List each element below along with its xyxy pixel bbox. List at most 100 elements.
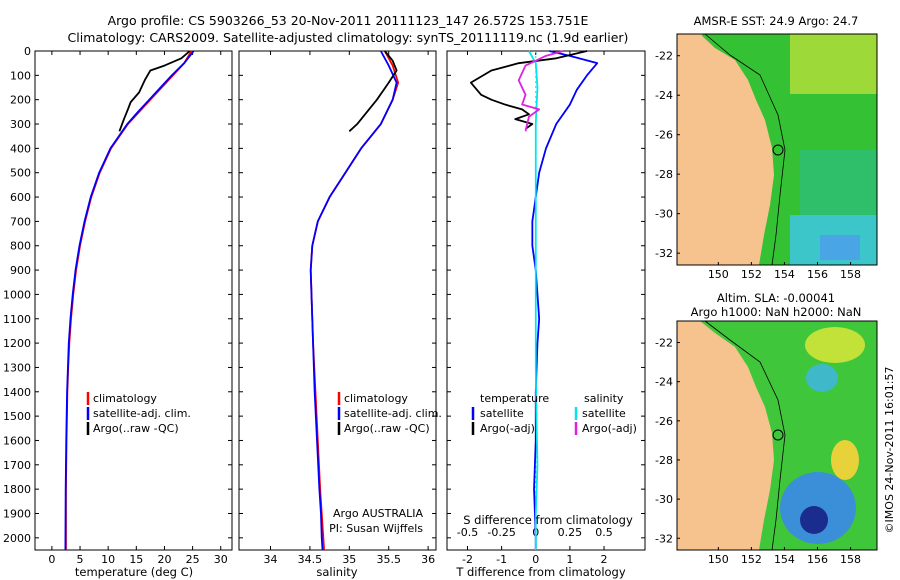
series-line-argo-raw-qc- <box>348 50 398 132</box>
series-line-temperature-satellite <box>531 50 599 550</box>
legend-label-satellite: satellite-adj. clim. <box>93 407 191 420</box>
x-tick-label: 34 <box>264 553 278 566</box>
temperature-x-label: temperature (deg C) <box>75 565 193 579</box>
y-tick-label: 1900 <box>3 507 31 520</box>
map-y-tick-label: -26 <box>655 129 673 142</box>
x-tick-label: 10 <box>101 553 115 566</box>
legend-title-temperature: temperature <box>480 392 549 405</box>
x-tick-label: 0 <box>532 553 539 566</box>
map-y-tick-label: -28 <box>655 168 673 181</box>
map-y-tick-label: -30 <box>655 493 673 506</box>
sla-depth-contour <box>704 320 786 551</box>
series-line-salinity-satellite <box>528 50 539 550</box>
figure-title-line1: Argo profile: CS 5903266_53 20-Nov-2011 … <box>108 13 589 28</box>
sst-map-title: AMSR-E SST: 24.9 Argo: 24.7 <box>694 14 859 28</box>
x-tick-top-label: -0.25 <box>487 526 515 539</box>
y-tick-label: 1500 <box>3 410 31 423</box>
map-x-tick-label: 156 <box>807 268 828 281</box>
x-tick-label: 35.5 <box>376 553 401 566</box>
y-tick-label: 1300 <box>3 361 31 374</box>
y-tick-label: 1700 <box>3 459 31 472</box>
x-tick-label: 36 <box>421 553 435 566</box>
map-y-tick-label: -24 <box>655 89 673 102</box>
map-y-tick-label: -28 <box>655 454 673 467</box>
legend-label-argo: Argo(..raw -QC) <box>344 422 430 435</box>
x-tick-top-label: -0.5 <box>457 526 478 539</box>
map-x-tick-label: 150 <box>708 268 729 281</box>
legend-label-climatology: climatology <box>93 392 157 405</box>
x-tick-top-label: 0.25 <box>558 526 583 539</box>
y-tick-label: 200 <box>10 94 31 107</box>
legend-label-climatology: climatology <box>344 392 408 405</box>
map-x-tick-label: 154 <box>774 553 795 566</box>
map-x-tick-label: 154 <box>774 268 795 281</box>
difference-legend: temperature salinity satellite Argo(-adj… <box>471 392 637 435</box>
sla-high-patch-2 <box>831 440 859 480</box>
salinity-footnote-pi: PI: Susan Wijffels <box>329 522 423 535</box>
sla-map <box>676 320 878 551</box>
salinity-legend: climatology satellite-adj. clim. Argo(..… <box>329 392 442 535</box>
map-y-tick-label: -32 <box>655 532 673 545</box>
map-x-tick-label: 152 <box>741 553 762 566</box>
map-x-tick-label: 158 <box>840 553 861 566</box>
salinity-x-label: salinity <box>316 565 357 579</box>
y-tick-label: 500 <box>10 167 31 180</box>
y-tick-label: 800 <box>10 240 31 253</box>
y-tick-label: 600 <box>10 191 31 204</box>
sla-eddy-core <box>800 506 828 534</box>
y-tick-label: 0 <box>24 45 31 58</box>
map-x-tick-label: 152 <box>741 268 762 281</box>
series-line-argo-raw-qc- <box>118 50 191 132</box>
y-tick-label: 1400 <box>3 386 31 399</box>
diff-x-label-top: S difference from climatology <box>463 513 633 527</box>
map-y-tick-label: -32 <box>655 247 673 260</box>
copyright-credit: ©IMOS 24-Nov-2011 16:01:57 <box>883 367 896 534</box>
series-line-salinity-argo-adj- <box>517 50 564 132</box>
x-tick-label: 5 <box>77 553 84 566</box>
map-y-tick-label: -26 <box>655 415 673 428</box>
x-tick-label: 0 <box>48 553 55 566</box>
map-x-tick-label: 150 <box>708 553 729 566</box>
sst-map <box>676 33 878 266</box>
sla-high-patch <box>805 327 865 363</box>
y-tick-label: 1800 <box>3 483 31 496</box>
map-x-tick-label: 158 <box>840 268 861 281</box>
plot-frame <box>446 50 646 551</box>
x-tick-label: -2 <box>462 553 473 566</box>
temperature-panel: 0 5 10 15 20 25 300100200300400500600700800900… <box>3 45 233 566</box>
x-tick-label: 20 <box>157 553 171 566</box>
sst-land <box>677 34 774 265</box>
legend-label-argo: Argo(..raw -QC) <box>93 422 179 435</box>
series-line-climatology <box>65 50 193 550</box>
sla-low-patch <box>806 364 838 392</box>
legend-label-satellite: satellite-adj. clim. <box>344 407 442 420</box>
map-y-tick-label: -22 <box>655 50 673 63</box>
sla-map-frame <box>676 320 878 551</box>
legend-label-s-argo: Argo(-adj) <box>582 422 637 435</box>
sst-map-frame <box>676 33 878 266</box>
legend-label-t-satellite: satellite <box>480 407 524 420</box>
map-y-tick-label: -24 <box>655 376 673 389</box>
y-tick-label: 700 <box>10 215 31 228</box>
x-tick-label: 25 <box>186 553 200 566</box>
legend-label-t-argo: Argo(-adj) <box>480 422 535 435</box>
figure-title-line2: Climatology: CARS2009. Satellite-adjuste… <box>68 30 629 45</box>
sla-map-title-line1: Altim. SLA: -0.00041 <box>717 291 835 305</box>
x-tick-label: 34.5 <box>298 553 323 566</box>
sla-map-title-line2: Argo h1000: NaN h2000: NaN <box>691 305 862 319</box>
temperature-legend: climatology satellite-adj. clim. Argo(..… <box>86 392 191 435</box>
x-tick-label: -1 <box>496 553 507 566</box>
sst-warm-patch <box>790 34 877 94</box>
map-y-tick-label: -30 <box>655 208 673 221</box>
sst-argo-marker <box>772 144 784 156</box>
legend-title-salinity: salinity <box>584 392 624 405</box>
map-x-tick-label: 156 <box>807 553 828 566</box>
sla-argo-marker <box>772 429 784 441</box>
y-tick-label: 300 <box>10 118 31 131</box>
map-y-tick-label: -22 <box>655 337 673 350</box>
plot-frame <box>238 50 437 551</box>
x-tick-label: 15 <box>129 553 143 566</box>
series-line-satellite-adj-clim- <box>64 50 195 551</box>
salinity-panel: 34 34.5 35 35.5 36 <box>238 50 437 566</box>
